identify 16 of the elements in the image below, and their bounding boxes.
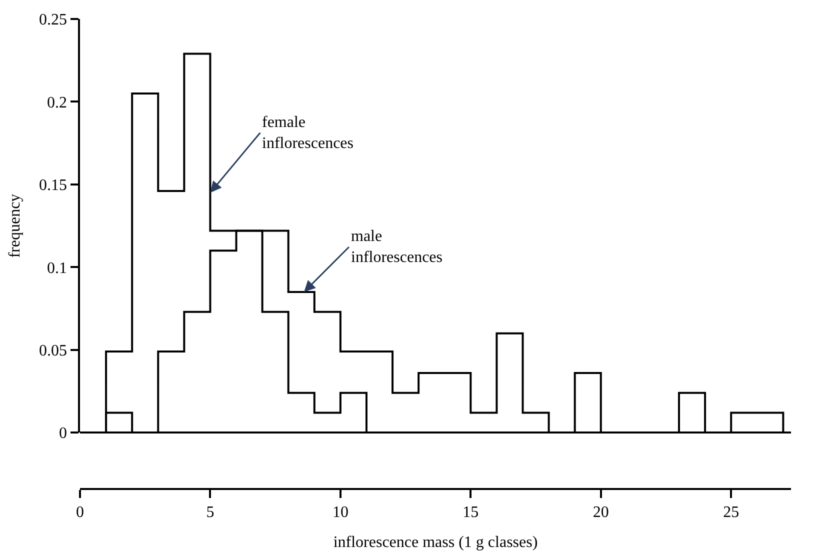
y-tick-label: 0.15 <box>39 177 68 194</box>
x-tick-label: 15 <box>462 504 479 521</box>
y-tick-label: 0.1 <box>47 260 68 277</box>
x-tick-label: 25 <box>723 504 740 521</box>
x-tick-label: 20 <box>592 504 609 521</box>
x-axis-title: inflorescence mass (1 g classes) <box>333 534 538 552</box>
y-tick-label: 0.25 <box>39 12 68 29</box>
x-tick-label: 5 <box>206 504 214 521</box>
y-tick-label: 0.05 <box>39 342 68 360</box>
x-tick-label: 0 <box>76 504 84 521</box>
y-tick-label: 0 <box>59 425 68 442</box>
y-tick-label: 0.2 <box>47 94 68 112</box>
annotation: male inflorescences <box>351 228 443 266</box>
annotation: female inflorescences <box>262 114 354 152</box>
x-tick-label: 10 <box>332 504 348 521</box>
y-axis-title: frequency <box>6 194 24 258</box>
